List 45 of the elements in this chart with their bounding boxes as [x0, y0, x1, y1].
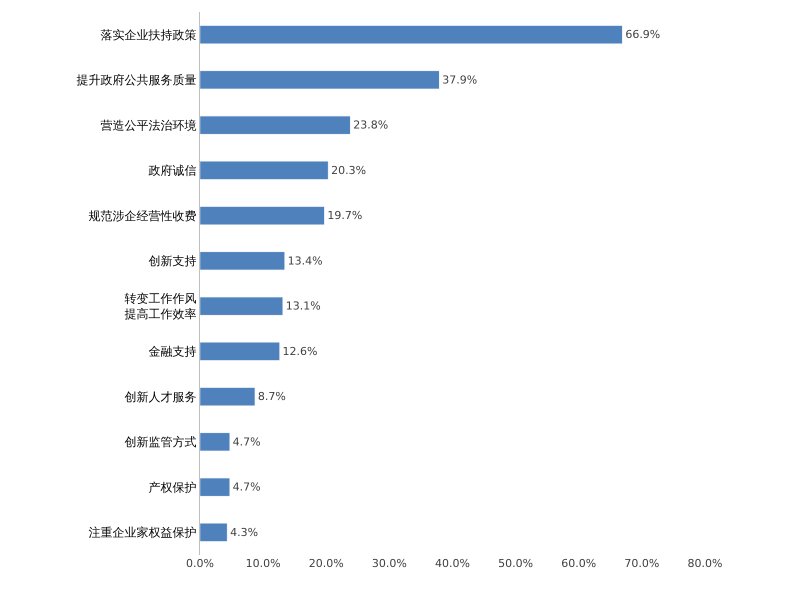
- bar: [200, 387, 256, 406]
- y-tick-label: 创新支持: [148, 254, 197, 268]
- bar: [200, 342, 280, 361]
- x-tick-label: 50.0%: [498, 557, 534, 570]
- y-tick-label: 营造公平法治环境: [100, 118, 197, 132]
- data-label: 19.7%: [327, 209, 362, 222]
- y-tick-label: 产权保护: [148, 480, 197, 494]
- bar: [200, 25, 623, 44]
- y-tick-label: 落实企业扶持政策: [100, 28, 197, 42]
- data-label: 13.1%: [286, 300, 321, 313]
- data-label: 37.9%: [442, 73, 478, 86]
- bar: [200, 161, 328, 180]
- y-tick-label: 创新人才服务: [124, 390, 197, 404]
- data-label: 12.6%: [282, 344, 318, 358]
- bar: [200, 296, 283, 316]
- data-label: 23.8%: [353, 118, 388, 132]
- x-tick-label: 80.0%: [688, 557, 722, 570]
- y-tick-label: 创新监管方式: [124, 435, 197, 450]
- bar: [200, 478, 230, 496]
- x-tick-label: 30.0%: [372, 557, 407, 570]
- y-tick-label: 金融支持: [148, 344, 197, 359]
- bar: [200, 70, 440, 90]
- y-tick-label: 政府诚信: [148, 164, 197, 178]
- data-label: 20.3%: [331, 164, 366, 177]
- bar: [200, 252, 285, 270]
- data-label: 13.4%: [288, 254, 323, 268]
- data-label: 66.9%: [625, 28, 660, 42]
- bar: [200, 523, 228, 542]
- data-label: 4.3%: [230, 526, 258, 539]
- x-tick-label: 20.0%: [308, 557, 344, 570]
- y-tick-label: 提升政府公共服务质量: [76, 73, 197, 88]
- y-tick-label: 转变工作作风提高工作效率: [124, 292, 197, 322]
- bar: [200, 116, 350, 134]
- x-tick-label: 70.0%: [624, 557, 660, 570]
- data-label: 8.7%: [258, 390, 286, 404]
- bar: [200, 206, 325, 225]
- data-label: 4.7%: [232, 480, 261, 494]
- x-tick-label: 0.0%: [186, 557, 214, 570]
- bar: [200, 432, 230, 452]
- x-tick-label: 10.0%: [246, 557, 281, 570]
- y-tick-label: 注重企业家权益保护: [88, 526, 197, 540]
- y-tick-label: 规范涉企经营性收费: [88, 208, 197, 223]
- x-tick-label: 40.0%: [435, 557, 470, 570]
- data-label: 4.7%: [232, 435, 261, 448]
- x-tick-label: 60.0%: [561, 557, 596, 570]
